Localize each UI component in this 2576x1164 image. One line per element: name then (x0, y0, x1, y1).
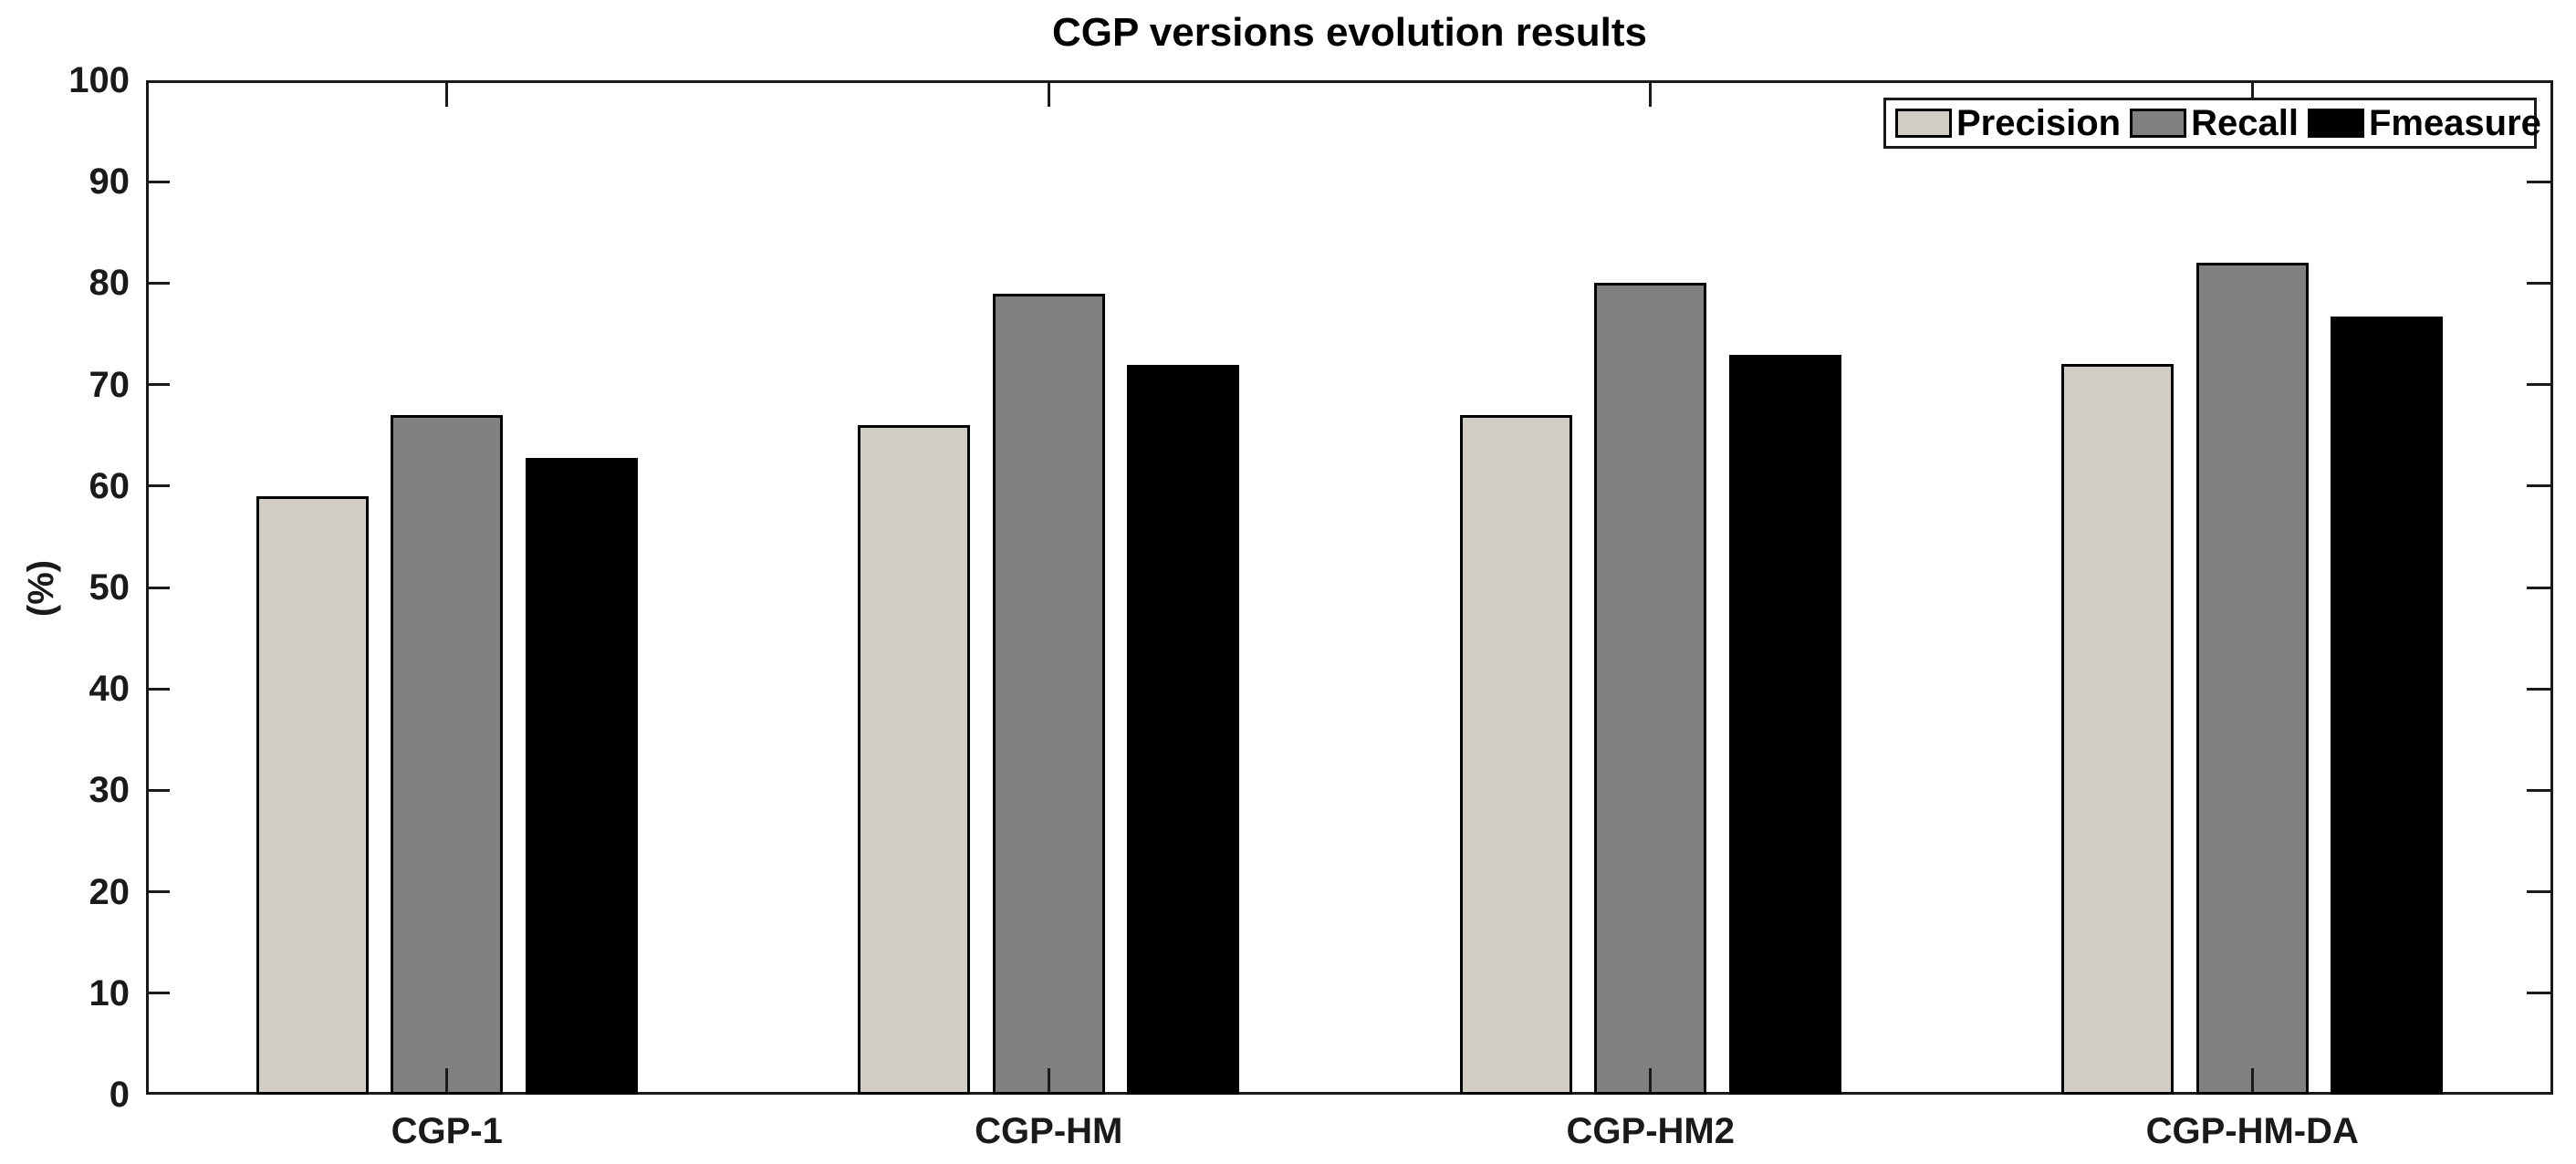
bar-precision-cgp-1 (256, 495, 369, 1095)
chart-title: CGP versions evolution results (1051, 10, 1648, 55)
bar-recall-cgp-hm2 (1594, 283, 1707, 1095)
y-tick-mark-right (2527, 484, 2550, 488)
y-tick-label: 70 (89, 364, 130, 405)
x-tick-label: CGP-HM2 (1566, 1111, 1735, 1151)
y-tick-mark-right (2527, 992, 2550, 995)
legend-item-fmeasure: Fmeasure (2307, 102, 2541, 144)
bar-recall-cgp-hm-da (2195, 263, 2309, 1095)
y-tick-mark (146, 586, 170, 589)
legend-label-fmeasure: Fmeasure (2368, 102, 2541, 143)
y-tick-mark (146, 687, 170, 691)
legend-swatch-precision (1895, 109, 1952, 138)
y-tick-label: 30 (89, 770, 130, 811)
bar-precision-cgp-hm-da (2061, 364, 2174, 1095)
legend-item-recall: Recall (2130, 103, 2299, 144)
bar-fmeasure-cgp-1 (525, 457, 638, 1095)
y-tick-label: 90 (89, 161, 130, 203)
bar-recall-cgp-hm (992, 293, 1105, 1095)
y-tick-label: 20 (89, 871, 130, 912)
y-tick-mark-right (2527, 281, 2550, 285)
y-tick-mark (146, 890, 170, 894)
legend-swatch-fmeasure (2307, 109, 2364, 138)
bar-precision-cgp-hm (858, 425, 971, 1095)
x-tick-label: CGP-HM-DA (2145, 1111, 2359, 1151)
y-tick-mark (146, 992, 170, 995)
plot-area (146, 80, 2553, 1095)
bar-fmeasure-cgp-hm-da (2331, 317, 2444, 1095)
y-tick-mark (146, 281, 170, 285)
y-tick-label: 0 (109, 1075, 130, 1115)
legend-item-precision: Precision (1895, 103, 2121, 144)
y-tick-mark-right (2527, 586, 2550, 589)
x-tick-mark-top (2250, 83, 2254, 107)
x-tick-label: CGP-HM (975, 1111, 1123, 1151)
x-tick-mark-top (1047, 83, 1050, 107)
x-tick-mark-top (1649, 83, 1653, 107)
y-tick-mark-right (2527, 180, 2550, 183)
bar-fmeasure-cgp-hm (1127, 365, 1240, 1095)
bar-precision-cgp-hm2 (1459, 414, 1572, 1095)
bar-fmeasure-cgp-hm2 (1728, 355, 1841, 1095)
x-tick-mark (1649, 1068, 1653, 1092)
y-tick-mark (146, 383, 170, 387)
x-tick-mark (2250, 1068, 2254, 1092)
y-tick-mark-right (2527, 687, 2550, 691)
y-tick-mark-right (2527, 890, 2550, 894)
y-tick-label: 100 (68, 60, 130, 100)
bar-recall-cgp-1 (391, 414, 504, 1095)
y-tick-label: 80 (89, 263, 130, 304)
legend-label-recall: Recall (2191, 102, 2299, 143)
y-tick-label: 60 (89, 465, 130, 506)
legend: Precision Recall Fmeasure (1883, 98, 2541, 149)
y-tick-label: 10 (89, 972, 130, 1013)
y-tick-mark (146, 180, 170, 183)
x-tick-mark-top (445, 83, 449, 107)
y-tick-mark-right (2527, 788, 2550, 792)
y-tick-label: 50 (89, 567, 130, 608)
x-tick-mark (445, 1068, 449, 1092)
x-tick-label: CGP-1 (391, 1111, 503, 1151)
y-tick-mark-right (2527, 383, 2550, 387)
y-tick-label: 40 (89, 669, 130, 710)
x-tick-mark (1047, 1068, 1050, 1092)
legend-label-precision: Precision (1956, 102, 2122, 143)
y-tick-mark (146, 484, 170, 488)
legend-swatch-recall (2130, 109, 2187, 138)
y-tick-mark (146, 788, 170, 792)
